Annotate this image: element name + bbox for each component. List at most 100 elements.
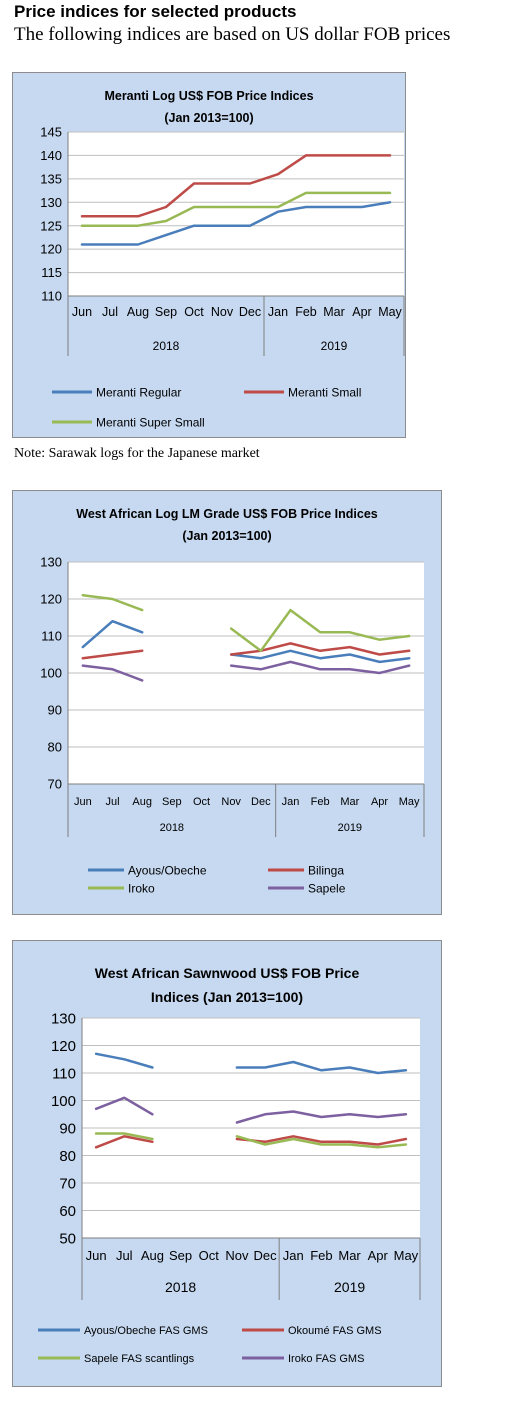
data-point-ayous-obeche-fas-gms <box>264 1066 266 1069</box>
data-point-meranti-small <box>165 206 167 208</box>
data-point-iroko-fas-gms <box>95 1108 97 1110</box>
data-point-okoume-fas-gms <box>292 1135 295 1138</box>
data-point-bilinga <box>408 650 411 652</box>
data-point-sapele <box>289 661 292 663</box>
legend-label-ayous-obeche: Ayous/Obeche <box>128 864 207 878</box>
x-tick-label: Aug <box>127 305 149 319</box>
y-tick-label: 90 <box>48 703 62 718</box>
data-point-iroko <box>408 635 411 637</box>
x-tick-label: Mar <box>323 305 345 319</box>
y-tick-label: 50 <box>59 1230 76 1247</box>
x-tick-label: Feb <box>295 305 317 319</box>
series-line-meranti-small <box>80 154 392 218</box>
legend-label-bilinga: Bilinga <box>308 864 344 878</box>
data-point-sapele-fas-scantlings <box>123 1132 126 1135</box>
x-tick-label: Mar <box>340 796 359 808</box>
west-african-sawnwood-chart: West African Sawnwood US$ FOB Price Indic… <box>12 940 442 1387</box>
data-point-ayous-obeche-fas-gms <box>348 1066 351 1069</box>
data-point-sapele-fas-scantlings <box>236 1135 238 1138</box>
data-point-meranti-small <box>109 215 111 218</box>
year-group-label: 2018 <box>165 1279 196 1295</box>
data-point-bilinga <box>111 653 114 656</box>
data-point-meranti-small <box>81 215 83 218</box>
x-tick-label: Jul <box>102 305 118 319</box>
x-tick-label: Jan <box>282 796 300 808</box>
data-point-ayous-obeche-fas-gms <box>320 1069 323 1072</box>
data-point-ayous-obeche-fas-gms <box>151 1066 154 1069</box>
x-tick-label: May <box>399 796 420 808</box>
data-point-iroko <box>349 631 351 634</box>
data-point-sapele-fas-scantlings <box>405 1143 407 1146</box>
data-point-iroko-fas-gms <box>348 1113 351 1116</box>
y-tick-label: 90 <box>59 1120 76 1137</box>
data-point-sapele <box>260 668 262 671</box>
y-tick-label: 110 <box>52 1065 76 1082</box>
data-point-sapele-fas-scantlings <box>95 1132 97 1135</box>
data-point-iroko-fas-gms <box>264 1113 266 1116</box>
data-point-iroko <box>111 598 114 600</box>
data-point-meranti-regular <box>137 243 139 246</box>
data-point-meranti-super-small <box>137 224 139 227</box>
legend-label-iroko-fas-gms: Iroko FAS GMS <box>288 1353 364 1365</box>
data-point-bilinga <box>319 650 322 652</box>
data-point-okoume-fas-gms <box>236 1138 238 1140</box>
data-point-ayous-obeche <box>319 657 322 659</box>
year-group-label: 2019 <box>334 1279 365 1295</box>
data-point-iroko-fas-gms <box>236 1121 238 1124</box>
chart-note: Note: Sarawak logs for the Japanese mark… <box>14 446 260 461</box>
y-tick-label: 125 <box>40 218 62 233</box>
x-tick-label: Dec <box>254 1248 278 1263</box>
data-point-ayous-obeche <box>260 657 262 659</box>
data-point-meranti-regular <box>249 224 251 227</box>
legend-label-meranti-regular: Meranti Regular <box>96 386 181 400</box>
x-tick-label: Jun <box>86 1248 107 1263</box>
data-point-okoume-fas-gms <box>348 1141 351 1143</box>
data-point-sapele <box>230 664 232 667</box>
year-group-label: 2019 <box>338 822 362 834</box>
chart-title-line: Meranti Log US$ FOB Price Indices <box>104 89 313 103</box>
data-point-okoume-fas-gms <box>151 1141 154 1143</box>
data-point-iroko-fas-gms <box>405 1113 407 1116</box>
data-point-iroko <box>378 638 381 641</box>
data-point-meranti-regular <box>389 201 391 204</box>
x-tick-label: Sep <box>155 305 177 319</box>
data-point-bilinga <box>289 642 292 645</box>
year-group-label: 2018 <box>160 822 184 834</box>
y-tick-label: 80 <box>48 740 62 755</box>
x-tick-label: Apr <box>371 796 388 808</box>
data-point-bilinga <box>378 653 381 656</box>
x-tick-label: May <box>394 1248 419 1263</box>
west-african-log-chart: West African Log LM Grade US$ FOB Price … <box>12 490 442 915</box>
x-tick-label: Dec <box>251 796 271 808</box>
y-tick-label: 135 <box>40 171 62 186</box>
data-point-meranti-super-small <box>333 192 335 194</box>
y-tick-label: 80 <box>59 1148 76 1165</box>
data-point-iroko-fas-gms <box>320 1116 323 1118</box>
y-tick-label: 120 <box>40 592 62 607</box>
y-tick-label: 145 <box>40 125 62 140</box>
data-point-ayous-obeche <box>289 650 292 652</box>
data-point-sapele-fas-scantlings <box>377 1146 379 1149</box>
x-tick-label: Aug <box>141 1248 164 1263</box>
data-point-meranti-small <box>221 182 223 185</box>
meranti-log-chart: Meranti Log US$ FOB Price Indices (Jan 20… <box>12 72 406 438</box>
y-tick-label: 100 <box>40 666 62 681</box>
x-tick-label: Feb <box>311 796 330 808</box>
legend-label-sapele: Sapele <box>308 882 346 896</box>
data-point-sapele <box>378 672 381 674</box>
data-point-ayous-obeche-fas-gms <box>292 1061 295 1063</box>
west-african-log-chart-svg: West African Log LM Grade US$ FOB Price … <box>12 490 442 915</box>
data-point-iroko <box>82 594 84 597</box>
x-tick-label: Apr <box>352 305 371 319</box>
data-point-iroko-fas-gms <box>123 1097 126 1099</box>
chart-title-line: Indices (Jan 2013=100) <box>151 989 303 1005</box>
data-point-meranti-regular <box>305 206 307 208</box>
data-point-okoume-fas-gms <box>95 1146 97 1149</box>
chart-title-line: West African Log LM Grade US$ FOB Price … <box>76 507 378 521</box>
data-point-sapele-fas-scantlings <box>320 1143 323 1146</box>
west-african-sawnwood-chart-svg: West African Sawnwood US$ FOB Price Indic… <box>12 940 442 1387</box>
data-point-okoume-fas-gms <box>123 1135 126 1138</box>
legend-label-iroko: Iroko <box>128 882 155 896</box>
data-point-meranti-super-small <box>277 206 279 208</box>
data-point-bilinga <box>82 657 84 659</box>
